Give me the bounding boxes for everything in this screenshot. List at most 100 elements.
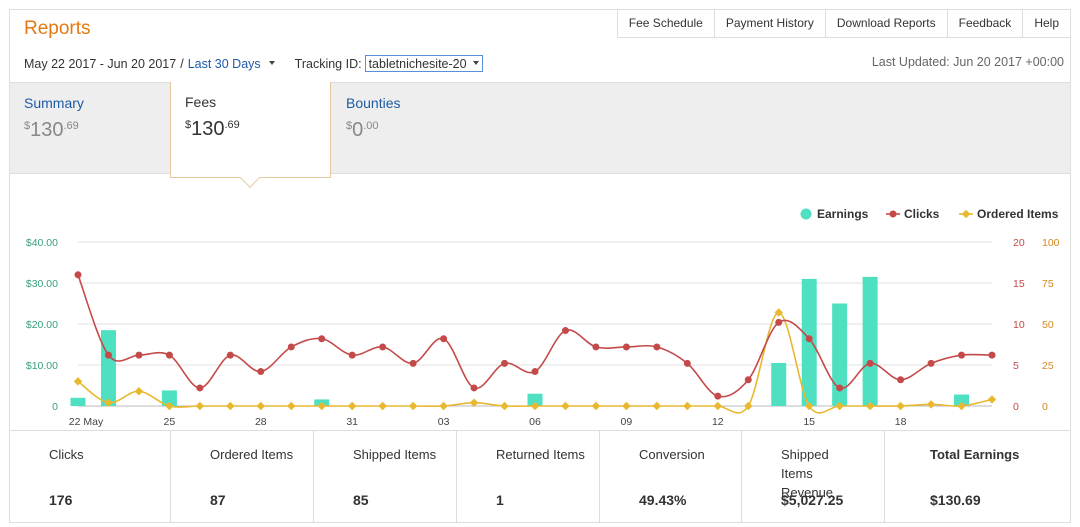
x-axis-tick: 22 May (69, 416, 104, 428)
clicks-point (165, 351, 173, 359)
clicks-line (77, 274, 993, 398)
x-axis-tick: 15 (803, 416, 815, 428)
earnings-bar (832, 303, 848, 406)
left-axis-tick: $40.00 (26, 237, 58, 249)
stat-clicks: Clicks 176 (10, 431, 171, 523)
stats-bar: Clicks 176 Ordered Items 87 Shipped Item… (10, 430, 1070, 523)
ordered-items-point (591, 401, 601, 411)
ordered-items-point (987, 395, 997, 404)
legend-clicks-label: Clicks (904, 207, 940, 221)
help-link[interactable]: Help (1023, 9, 1071, 38)
tab-fees-amount: $130.69 (185, 118, 240, 140)
stat-shipped-items: Shipped Items 85 (314, 431, 457, 523)
ordered-items-point (561, 401, 570, 411)
clicks-point (501, 359, 509, 367)
x-axis-tick: 12 (712, 416, 724, 428)
clicks-point (836, 384, 844, 392)
tab-bounties-label: Bounties (346, 95, 401, 111)
legend-earnings-label: Earnings (817, 207, 869, 221)
clicks-point (805, 335, 813, 343)
clicks-point (287, 343, 295, 351)
tracking-id-value: tabletnichesite-20 (368, 56, 467, 71)
ordered-items-point (256, 401, 266, 411)
download-reports-link[interactable]: Download Reports (825, 9, 948, 38)
ordered-items-point (73, 377, 83, 386)
clicks-point (196, 384, 204, 392)
stat-shipped-revenue: Shipped Items Revenue $5,027.25 (742, 431, 885, 523)
legend-ordered-label: Ordered Items (977, 207, 1059, 221)
clicks-point (348, 351, 356, 359)
tab-summary-amount: $130.69 (24, 119, 79, 141)
clicks-point (104, 351, 112, 359)
clicks-point (561, 327, 569, 335)
clicks-point (226, 351, 234, 359)
ordered-items-point (744, 401, 753, 411)
tracking-id-label: Tracking ID: (294, 56, 362, 71)
ordered-items-point (896, 401, 905, 411)
ordered-axis-tick: 75 (1042, 278, 1054, 290)
ordered-items-point (287, 401, 296, 411)
tab-summary[interactable]: Summary $130.69 (10, 83, 170, 174)
ordered-axis-tick: 100 (1042, 237, 1060, 249)
stat-returned-items: Returned Items 1 (457, 431, 600, 523)
ordered-axis-tick: 0 (1042, 401, 1048, 413)
clicks-point (440, 335, 448, 343)
ordered-items-point (500, 401, 509, 411)
left-axis-tick: 0 (52, 401, 58, 413)
ordered-axis-tick: 25 (1042, 360, 1054, 372)
feedback-link[interactable]: Feedback (947, 9, 1024, 38)
clicks-point (653, 343, 661, 351)
clicks-point (775, 318, 783, 326)
clicks-point (592, 343, 600, 351)
clicks-point (74, 271, 82, 279)
payment-history-link[interactable]: Payment History (714, 9, 826, 38)
ordered-items-point (165, 401, 174, 411)
clicks-point (927, 359, 935, 367)
fee-schedule-link[interactable]: Fee Schedule (616, 9, 715, 38)
clicks-axis-tick: 0 (1013, 401, 1019, 413)
reports-panel: Reports Fee Schedule Payment History Dow… (9, 9, 1071, 523)
date-separator: / (180, 56, 184, 71)
clicks-point (318, 335, 326, 343)
ordered-items-point (865, 401, 875, 411)
ordered-items-point (713, 401, 723, 411)
stat-total-earnings: Total Earnings $130.69 (930, 447, 1020, 508)
date-range: May 22 2017 - Jun 20 2017 (24, 56, 177, 71)
earnings-bar (100, 330, 116, 406)
tracking-id-select[interactable]: tabletnichesite-20 (364, 55, 483, 72)
earnings-bar (70, 397, 86, 406)
clicks-point (683, 359, 691, 367)
x-axis-tick: 03 (438, 416, 450, 428)
ordered-items-point (104, 398, 113, 407)
clicks-point (257, 368, 265, 376)
clicks-point (958, 351, 966, 359)
ordered-items-point (226, 401, 235, 411)
ordered-items-point (804, 401, 814, 411)
left-axis-tick: $20.00 (26, 319, 58, 331)
earnings-bar (161, 390, 177, 406)
ordered-items-point (347, 401, 357, 411)
filter-row: May 22 2017 - Jun 20 2017 / Last 30 Days… (24, 55, 483, 72)
clicks-point (470, 384, 478, 392)
ordered-items-point (195, 401, 205, 411)
report-tabs: Summary $130.69 Fees $130.69 Bounties $0… (10, 82, 1070, 188)
x-axis-tick: 28 (255, 416, 267, 428)
earnings-bar (954, 394, 970, 406)
clicks-point (866, 359, 874, 367)
ordered-items-point (622, 401, 631, 411)
clicks-point (714, 392, 722, 400)
last-updated: Last Updated: Jun 20 2017 +00:00 (871, 55, 1064, 69)
ordered-items-point (683, 401, 692, 411)
clicks-axis-tick: 10 (1013, 319, 1025, 331)
stat-conversion: Conversion 49.43% (600, 431, 742, 523)
date-preset-dropdown[interactable]: Last 30 Days (188, 57, 275, 71)
tab-bounties[interactable]: Bounties $0.00 (332, 83, 492, 174)
chevron-down-icon (472, 60, 479, 65)
earnings-bar (801, 278, 817, 406)
tab-fees[interactable]: Fees $130.69 (170, 82, 331, 188)
ordered-items-point (530, 401, 540, 411)
earnings-bar (862, 276, 878, 406)
clicks-axis-tick: 5 (1013, 360, 1019, 372)
earnings-chart: $40.00 20 100 $30.00 15 75 $20.00 10 50 $10.00 5 25… (26, 207, 1060, 428)
ordered-items-point (439, 401, 448, 411)
